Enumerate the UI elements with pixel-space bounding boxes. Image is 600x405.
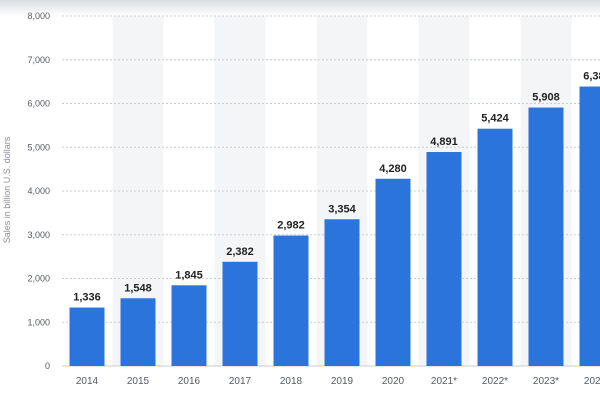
y-tick-label: 0 (45, 361, 50, 371)
bar (223, 262, 258, 366)
y-tick-label: 1,000 (27, 317, 50, 327)
x-tick-label: 2024* (584, 376, 600, 387)
y-tick-label: 4,000 (27, 186, 50, 196)
x-tick-label: 2020 (382, 376, 405, 387)
y-axis-ticks: 0 1,000 2,000 3,000 4,000 5,000 6,000 7,000 8,00… (27, 11, 50, 371)
bar (376, 179, 411, 366)
value-label: 5,908 (532, 92, 560, 104)
bar (427, 152, 462, 366)
value-label: 2,382 (226, 246, 254, 258)
value-label: 6,388 (583, 71, 600, 83)
bar (70, 308, 105, 366)
value-label: 1,548 (124, 282, 152, 294)
x-tick-label: 2019 (331, 376, 354, 387)
value-label: 4,280 (379, 163, 407, 175)
y-tick-label: 6,000 (27, 99, 50, 109)
value-label: 1,336 (73, 292, 101, 304)
y-tick-label: 3,000 (27, 230, 50, 240)
value-label: 4,891 (430, 136, 458, 148)
x-tick-label: 2023* (533, 376, 559, 387)
value-label: 3,354 (328, 203, 356, 215)
x-tick-label: 2017 (229, 376, 252, 387)
x-axis-ticks: 2014 2015 2016 2017 2018 2019 2020 2021* 2022* 20… (76, 376, 600, 387)
bar (529, 108, 564, 366)
y-axis-title: Sales in billion U.S. dollars (2, 136, 12, 243)
bar (325, 219, 360, 366)
x-tick-label: 2014 (76, 376, 99, 387)
x-tick-label: 2015 (127, 376, 150, 387)
x-tick-label: 2021* (431, 376, 457, 387)
bar (172, 285, 207, 366)
value-label: 2,982 (277, 220, 305, 232)
x-tick-label: 2022* (482, 376, 508, 387)
value-label: 5,424 (481, 113, 509, 125)
y-tick-label: 2,000 (27, 274, 50, 284)
bar (274, 236, 309, 366)
x-tick-label: 2016 (178, 376, 201, 387)
y-tick-label: 7,000 (27, 55, 50, 65)
bar (580, 87, 600, 366)
y-tick-label: 8,000 (27, 11, 50, 21)
x-tick-label: 2018 (280, 376, 303, 387)
value-label: 1,845 (175, 269, 203, 281)
bar (121, 298, 156, 366)
bar (478, 129, 513, 366)
y-tick-label: 5,000 (27, 142, 50, 152)
